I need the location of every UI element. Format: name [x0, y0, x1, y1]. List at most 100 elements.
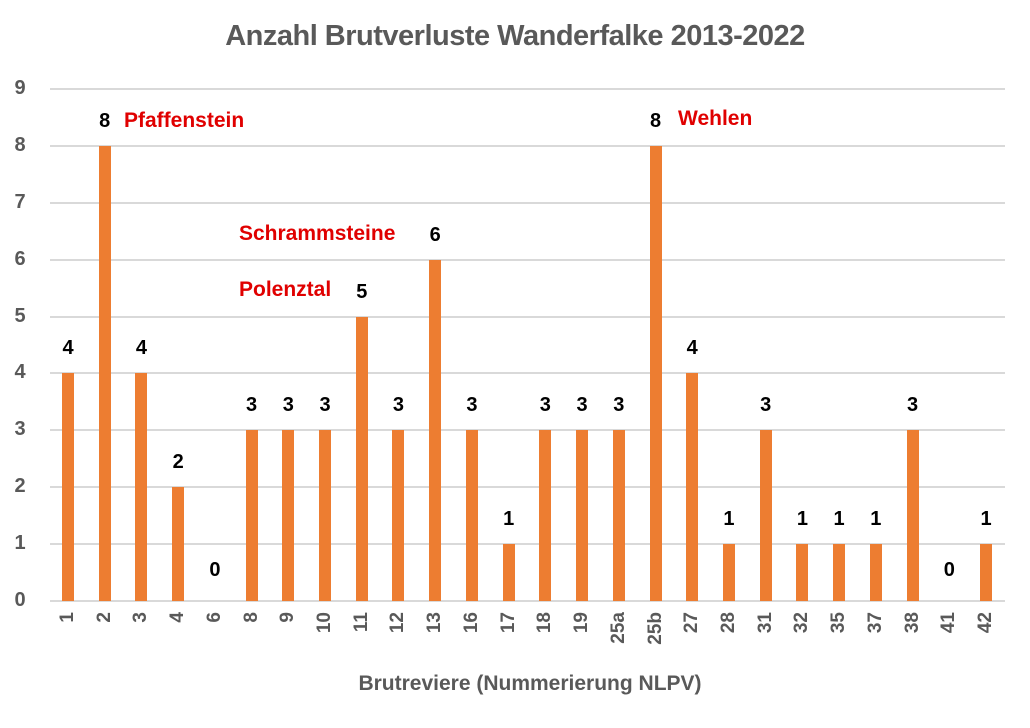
bar-38	[906, 430, 919, 601]
x-tick-label: 10	[314, 612, 336, 634]
data-label-25a: 3	[613, 394, 625, 417]
bar-12	[392, 430, 405, 601]
x-tick-38: 38	[901, 612, 923, 672]
x-tick-35: 35	[828, 612, 850, 672]
x-tick-2: 2	[93, 612, 115, 672]
data-label-18: 3	[539, 394, 551, 417]
bar-28	[722, 544, 735, 601]
gridline	[50, 144, 1005, 147]
bar-25b	[649, 145, 662, 601]
x-tick-label: 37	[864, 612, 886, 634]
data-label-17: 1	[503, 508, 515, 531]
x-axis-label: Brutreviere (Nummerierung NLPV)	[358, 672, 702, 695]
x-tick-16: 16	[460, 612, 482, 672]
x-tick-label: 38	[901, 612, 923, 634]
bar-31	[759, 430, 772, 601]
data-label-42: 1	[980, 508, 992, 531]
x-tick-label: 16	[460, 612, 482, 634]
x-tick-42: 42	[975, 612, 996, 672]
annotation-polenztal: Polenztal	[239, 278, 332, 301]
x-tick-37: 37	[864, 612, 886, 672]
x-tick-label: 35	[828, 612, 850, 634]
x-tick-label: 41	[938, 612, 960, 634]
x-tick-31: 31	[755, 612, 776, 672]
bar-11	[355, 316, 368, 601]
x-tick-label: 17	[497, 612, 519, 634]
x-tick-32: 32	[791, 612, 813, 672]
x-tick-label: 3	[130, 612, 152, 623]
y-tick-label: 7	[14, 190, 26, 213]
x-tick-1: 1	[57, 612, 78, 672]
data-label-31: 3	[760, 394, 772, 417]
x-tick-10: 10	[314, 612, 336, 672]
bar-25a	[612, 430, 625, 601]
x-tick-label: 6	[203, 612, 225, 623]
x-tick-label: 12	[387, 612, 409, 634]
bar-16	[465, 430, 478, 601]
data-label-35: 1	[833, 508, 845, 531]
bar-37	[869, 544, 882, 601]
bar-8	[245, 430, 258, 601]
bar-4	[172, 487, 185, 601]
gridline	[50, 600, 1005, 602]
x-tick-4: 4	[167, 612, 189, 672]
x-tick-label: 28	[717, 612, 739, 634]
bar-2	[98, 145, 111, 601]
x-tick-3: 3	[130, 612, 152, 672]
bar-10	[319, 430, 332, 601]
data-label-16: 3	[466, 394, 478, 417]
chart-title: Anzahl Brutverluste Wanderfalke 2013-202…	[225, 20, 805, 52]
gridline	[50, 315, 1005, 318]
bar-1	[62, 373, 74, 601]
x-tick-8: 8	[240, 612, 262, 672]
y-tick-label: 6	[14, 247, 26, 270]
bar-42	[980, 544, 992, 601]
x-tick-label: 25a	[607, 612, 629, 644]
data-label-4: 2	[172, 451, 184, 474]
x-tick-28: 28	[717, 612, 739, 672]
y-tick-label: 4	[14, 361, 26, 384]
y-tick-label: 0	[14, 589, 26, 611]
data-label-9: 3	[282, 394, 294, 417]
data-label-27: 4	[686, 337, 698, 360]
data-label-10: 3	[319, 394, 331, 417]
data-label-12: 3	[392, 394, 405, 417]
data-label-37: 1	[870, 508, 882, 531]
y-tick-label: 2	[14, 475, 26, 498]
bar-18	[539, 430, 552, 601]
x-tick-label: 9	[277, 612, 299, 623]
gridline	[50, 88, 1005, 90]
gridline	[50, 258, 1005, 261]
x-tick-label: 27	[681, 612, 703, 634]
x-tick-label: 2	[93, 612, 115, 623]
x-tick-25b: 25b	[644, 612, 666, 672]
x-tick-12: 12	[387, 612, 409, 672]
x-tick-label: 8	[240, 612, 262, 623]
y-tick-label: 5	[14, 304, 26, 327]
gridline	[50, 429, 1005, 432]
x-tick-label: 4	[167, 612, 189, 623]
x-tick-19: 19	[571, 612, 593, 672]
y-tick-label: 1	[14, 532, 26, 555]
x-tick-label: 25b	[644, 612, 666, 645]
data-label-32: 1	[796, 508, 808, 531]
bar-35	[833, 544, 846, 601]
data-label-3: 4	[135, 337, 147, 360]
gridline	[50, 201, 1005, 204]
x-tick-label: 19	[571, 612, 593, 634]
gridline	[50, 372, 1005, 375]
bar-17	[502, 544, 515, 601]
x-tick-13: 13	[424, 612, 445, 672]
bar-19	[576, 430, 589, 601]
y-tick-label: 8	[14, 133, 26, 156]
data-label-28: 1	[723, 508, 735, 531]
bar-32	[796, 544, 809, 601]
data-label-2: 8	[99, 109, 111, 132]
bar-27	[686, 373, 699, 601]
annotation-pfaffenstein: Pfaffenstein	[124, 109, 245, 132]
annotation-wehlen: Wehlen	[678, 107, 753, 130]
annotation-schrammsteine: Schrammsteine	[239, 222, 396, 245]
x-tick-label: 32	[791, 612, 813, 634]
data-label-11: 5	[356, 280, 368, 303]
